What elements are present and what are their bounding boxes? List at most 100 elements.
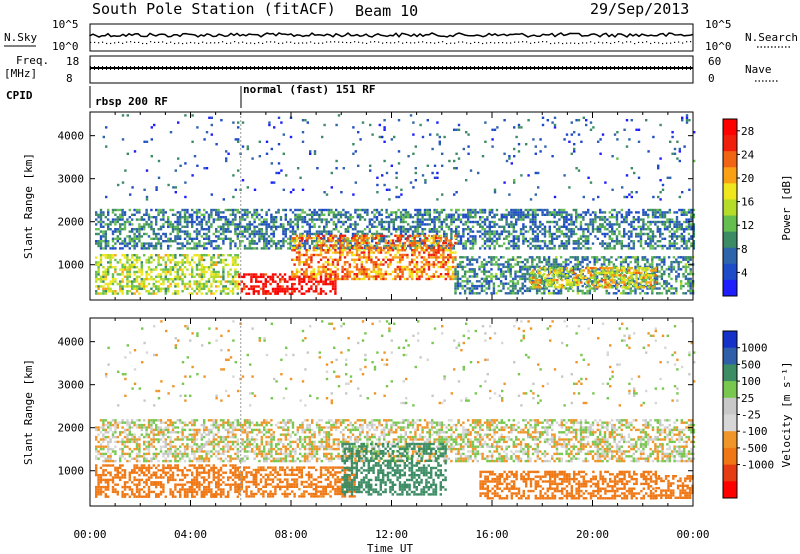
- nsearch-point: [606, 41, 608, 44]
- data-cell: [619, 256, 623, 259]
- data-cell: [336, 277, 339, 281]
- data-cell: [457, 216, 460, 219]
- data-cell: [486, 230, 489, 233]
- data-cell: [455, 218, 458, 221]
- data-cell: [474, 208, 477, 212]
- data-cell: [236, 287, 239, 290]
- data-cell: [543, 230, 547, 233]
- data-cell: [183, 266, 187, 269]
- data-cell: [239, 242, 242, 245]
- data-cell: [366, 225, 369, 228]
- data-cell: [443, 240, 446, 243]
- nsearch-point: [686, 41, 688, 43]
- data-cell: [615, 218, 619, 221]
- data-cell: [639, 225, 643, 228]
- data-cell: [572, 208, 575, 212]
- data-cell: [299, 232, 302, 236]
- data-cell: [155, 292, 158, 295]
- nsearch-point: [490, 41, 492, 44]
- data-cell: [332, 228, 335, 231]
- data-cell: [310, 280, 313, 283]
- data-cell: [212, 263, 215, 266]
- data-cell: [447, 242, 451, 245]
- data-cell: [219, 280, 223, 283]
- data-cell: [372, 265, 375, 269]
- data-cell: [587, 242, 590, 245]
- data-cell: [131, 223, 134, 226]
- data-cell: [526, 289, 529, 293]
- data-cell: [507, 223, 511, 226]
- data-cell: [639, 230, 643, 233]
- data-cell: [402, 230, 405, 233]
- data-cell: [425, 263, 428, 266]
- data-cell: [483, 232, 487, 236]
- nsearch-point: [150, 41, 152, 43]
- data-cell: [533, 258, 536, 261]
- data-cell: [346, 277, 349, 281]
- data-cell: [243, 228, 247, 231]
- data-cell: [298, 253, 301, 257]
- data-cell: [379, 268, 383, 271]
- data-cell: [310, 277, 313, 281]
- data-cell: [531, 208, 535, 212]
- data-cell: [469, 211, 472, 214]
- data-cell: [133, 237, 136, 240]
- data-cell: [307, 263, 311, 266]
- data-cell: [243, 213, 247, 216]
- data-cell: [138, 282, 141, 286]
- data-cell: [495, 242, 499, 245]
- data-cell: [272, 242, 275, 245]
- data-cell: [215, 263, 218, 266]
- data-cell: [135, 278, 139, 281]
- data-cell: [319, 253, 323, 257]
- data-cell: [474, 242, 477, 245]
- data-cell: [548, 235, 551, 238]
- data-cell: [611, 230, 614, 233]
- data-cell: [442, 256, 445, 259]
- data-cell: [203, 282, 206, 286]
- data-cell: [658, 282, 661, 285]
- data-cell: [459, 240, 463, 243]
- data-cell: [523, 284, 527, 288]
- data-cell: [663, 263, 666, 266]
- nave-point: [254, 66, 255, 70]
- data-cell: [449, 249, 452, 252]
- data-cell: [303, 218, 307, 221]
- data-cell: [653, 270, 656, 273]
- data-cell: [577, 228, 580, 231]
- data-cell: [219, 232, 223, 236]
- data-cell: [365, 246, 368, 249]
- data-cell: [210, 223, 213, 226]
- data-cell: [683, 208, 686, 212]
- data-cell: [203, 242, 206, 245]
- data-cell: [152, 247, 155, 250]
- data-cell: [365, 258, 368, 261]
- data-cell: [690, 216, 693, 219]
- data-cell: [243, 273, 246, 276]
- data-cell: [447, 265, 450, 269]
- data-cell: [613, 223, 616, 226]
- nsearch-point: [278, 42, 280, 45]
- data-cell: [303, 216, 307, 219]
- data-cell: [342, 220, 345, 224]
- data-cell: [516, 275, 520, 278]
- data-cell: [671, 235, 674, 238]
- data-cell: [186, 247, 189, 250]
- data-cell: [143, 218, 146, 221]
- data-cell: [557, 292, 560, 295]
- data-cell: [463, 275, 467, 278]
- data-cell: [632, 216, 635, 219]
- data-cell: [236, 273, 239, 276]
- data-cell: [387, 249, 390, 252]
- data-cell: [639, 235, 643, 238]
- data-cell: [387, 223, 391, 226]
- data-cell: [620, 220, 623, 224]
- data-cell: [552, 265, 556, 269]
- data-cell: [454, 270, 457, 273]
- data-cell: [248, 232, 251, 236]
- data-cell: [104, 270, 107, 274]
- data-cell: [99, 285, 103, 288]
- data-cell: [454, 258, 457, 261]
- data-cell: [421, 223, 424, 226]
